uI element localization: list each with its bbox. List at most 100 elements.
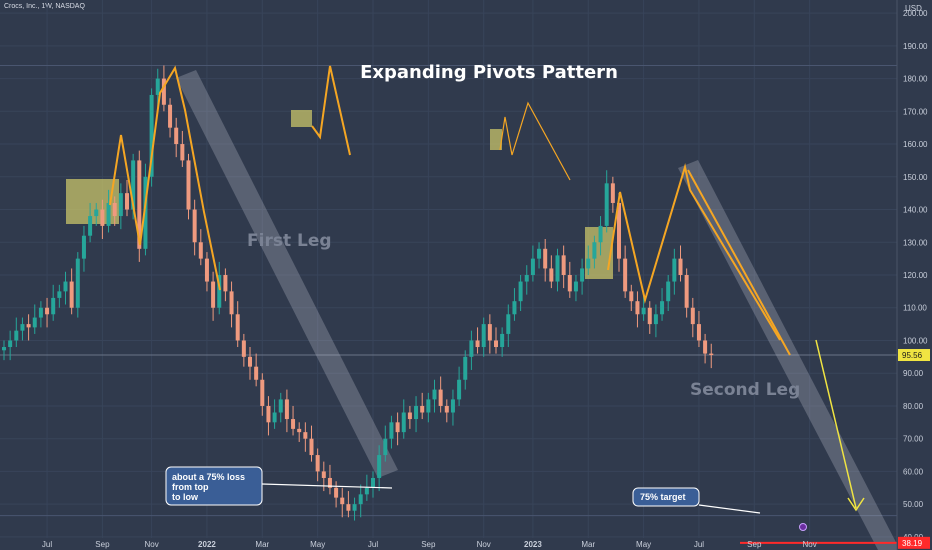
legend-pivot-pattern-2: [499, 101, 571, 181]
candle-body: [180, 144, 185, 161]
candle-body: [149, 94, 154, 177]
candle-body: [678, 258, 683, 275]
candle-body: [604, 183, 609, 226]
candle-body: [45, 307, 50, 315]
candle-body: [94, 209, 99, 217]
candle-body: [543, 248, 548, 269]
candle-body: [14, 330, 19, 341]
candle-body: [100, 209, 105, 226]
candle-body: [211, 281, 216, 308]
price-tick-label: 70.00: [903, 435, 924, 444]
price-tick-label: 130.00: [903, 238, 928, 247]
candle-body: [580, 268, 585, 282]
candle-body: [248, 356, 252, 367]
chart-title: Expanding Pivots Pattern: [360, 62, 618, 83]
time-tick-label: May: [310, 540, 325, 549]
pattern-box: [291, 110, 312, 127]
price-tick-label: 170.00: [903, 107, 928, 116]
candle-body: [266, 405, 271, 423]
time-tick-label: Sep: [95, 540, 110, 549]
candle-body: [8, 340, 13, 348]
candle-body: [573, 281, 578, 292]
target-price-tag: [898, 536, 930, 549]
candle-body: [204, 258, 209, 282]
time-tick-label: Jul: [694, 540, 704, 549]
time-axis[interactable]: Jul Sep Nov 2022 Mar May Jul Sep Nov 2023 Mar May Ju…: [42, 540, 817, 549]
time-tick-label: Mar: [581, 540, 595, 549]
price-axis[interactable]: USD40.0050.0060.0070.0080.0090.00100.001…: [896, 0, 932, 550]
first-pivot-pattern: [109, 65, 221, 291]
candle-body: [494, 340, 498, 348]
candle-body: [377, 455, 382, 478]
candle-body: [106, 202, 111, 226]
candle-body: [647, 307, 652, 325]
candle-body: [617, 202, 621, 259]
candle-body: [20, 324, 25, 331]
time-tick-label: Nov: [477, 540, 491, 549]
price-tick-label: 190.00: [903, 42, 928, 51]
pattern-box: [490, 129, 502, 150]
candle-body: [168, 104, 173, 128]
target-price-tag-text: 38.19: [902, 539, 923, 548]
candle-body: [51, 297, 56, 315]
grid: [0, 0, 897, 538]
candle-body: [500, 333, 505, 348]
candle-body: [629, 291, 634, 302]
price-tick-label: 150.00: [903, 173, 928, 182]
candle-body: [352, 504, 357, 511]
candle-body: [155, 78, 160, 95]
candle-body: [26, 324, 31, 328]
target-callout-box: [632, 487, 700, 507]
candle-body: [401, 412, 406, 433]
candle-body: [217, 275, 222, 308]
loss-callout-line2: from top: [172, 482, 209, 492]
candle-body: [487, 324, 492, 341]
second-leg-label: Second Leg: [690, 380, 800, 400]
candle-body: [432, 389, 437, 400]
time-tick-label: Jul: [42, 540, 52, 549]
leg-bands: [176, 70, 900, 550]
candle-body: [321, 471, 326, 478]
candle-body: [340, 497, 345, 505]
candle-body: [555, 255, 560, 282]
candle-body: [530, 258, 535, 275]
candle-body: [463, 356, 468, 380]
candle-body: [598, 225, 603, 243]
second-pivot-pattern: [607, 163, 781, 341]
candle-body: [549, 268, 554, 282]
candle-body: [561, 255, 566, 275]
candle-body: [260, 379, 265, 406]
price-tick-label: 200.00: [903, 9, 928, 18]
candle-body: [457, 379, 462, 400]
candle-body: [475, 340, 480, 348]
price-tick-label: 80.00: [903, 402, 924, 411]
candle-body: [512, 301, 517, 315]
candle-body: [506, 314, 511, 334]
candle-body: [327, 477, 332, 488]
first-leg-band: [176, 70, 398, 478]
price-tick-label: 160.00: [903, 140, 928, 149]
candle-body: [131, 160, 136, 210]
candle-body: [358, 494, 363, 505]
candle-body: [438, 389, 443, 406]
candle-body: [334, 487, 339, 498]
candle-body: [278, 399, 283, 413]
candle-body: [703, 340, 708, 354]
candle-body: [161, 78, 166, 105]
candle-body: [63, 281, 68, 292]
time-tick-label: May: [636, 540, 651, 549]
time-tick-label: 2023: [524, 540, 542, 549]
projection-arrow-line: [815, 339, 857, 509]
last-price-tag-text: 95.56: [902, 351, 923, 360]
time-tick-label: Mar: [255, 540, 269, 549]
candle-body: [88, 216, 93, 236]
candle-body: [371, 477, 375, 488]
target-callout-text: 75% target: [640, 492, 686, 502]
loss-callout-line3: to low: [172, 492, 199, 502]
candle-body: [81, 235, 86, 259]
candle-body: [586, 258, 591, 269]
candle-body: [426, 399, 431, 413]
candle-body: [143, 176, 148, 249]
candle-body: [235, 314, 240, 341]
